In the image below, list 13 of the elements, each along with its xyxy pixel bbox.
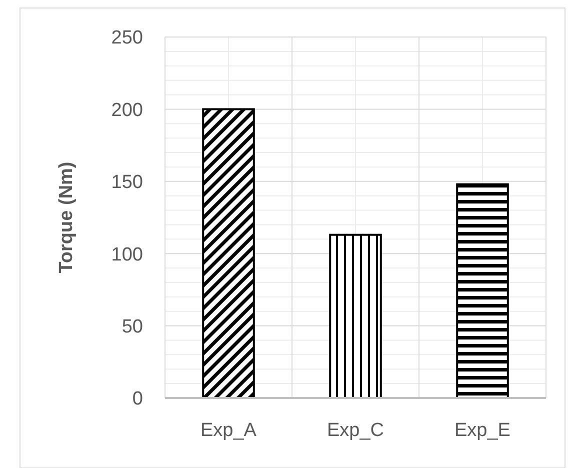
y-tick-label: 0 <box>132 388 143 410</box>
x-tick-label: Exp_E <box>454 420 510 441</box>
x-tick-label: Exp_A <box>200 420 257 441</box>
y-tick-label: 100 <box>111 244 143 266</box>
bar <box>329 234 382 399</box>
y-tick-label: 200 <box>111 100 143 121</box>
y-tick-label: 150 <box>111 172 143 194</box>
bar <box>456 183 509 399</box>
bar <box>202 108 255 399</box>
y-tick-label: 50 <box>122 316 143 338</box>
y-axis-title: Torque (Nm) <box>56 162 77 274</box>
x-tick-label: Exp_C <box>326 420 384 441</box>
y-tick-label: 250 <box>111 28 143 49</box>
